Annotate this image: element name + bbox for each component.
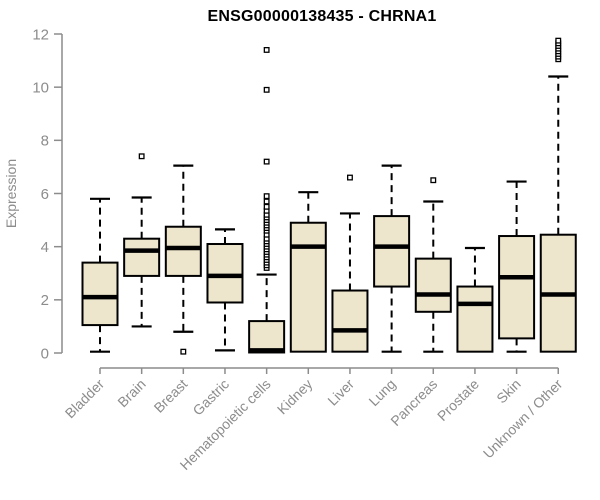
box-gastric — [206, 228, 244, 352]
outlier-point — [347, 174, 353, 181]
outlier-point — [263, 198, 270, 205]
y-tick-label: 8 — [41, 133, 49, 150]
outlier-point — [430, 177, 437, 184]
x-tick-label: Breast — [151, 376, 191, 416]
outlier-point — [138, 153, 145, 160]
box-pancreas — [414, 177, 452, 353]
box-skin — [498, 180, 536, 353]
x-tick-label: Liver — [324, 376, 357, 409]
chart-title: ENSG00000138435 - CHRNA1 — [207, 8, 437, 25]
box-lung — [373, 164, 411, 353]
y-tick-label: 10 — [32, 79, 49, 96]
y-axis-label: Expression — [3, 159, 19, 228]
box-prostate — [456, 246, 494, 353]
y-tick-label: 4 — [41, 239, 49, 256]
x-tick-label: Kidney — [274, 376, 316, 418]
y-tick-label: 2 — [41, 292, 49, 309]
x-tick-label: Lung — [365, 376, 398, 409]
outlier-point — [263, 86, 270, 93]
y-axis: 0 2 4 6 8 10 12 Expression — [3, 26, 63, 362]
box-hematopoietic-cells — [248, 47, 286, 354]
outlier-point — [555, 37, 562, 44]
x-tick-label: Unknown / Other — [480, 376, 566, 462]
x-tick-label: Bladder — [62, 376, 108, 422]
y-tick-label: 6 — [41, 186, 49, 203]
box-liver — [331, 174, 369, 353]
outlier-point — [180, 348, 187, 355]
y-tick-label: 12 — [32, 26, 49, 43]
x-tick-label: Brain — [114, 376, 148, 410]
box-breast — [164, 164, 202, 355]
y-tick-label: 0 — [41, 345, 49, 362]
box-unknown-other — [539, 37, 577, 353]
box-bladder — [81, 197, 119, 353]
outlier-point — [263, 47, 270, 53]
box-kidney — [289, 191, 327, 353]
x-tick-label: Prostate — [434, 376, 482, 424]
x-tick-label: Skin — [493, 376, 524, 407]
outlier-point — [263, 158, 270, 165]
box-brain — [123, 153, 161, 328]
outlier-point — [263, 193, 270, 200]
outlier-point — [263, 203, 270, 210]
